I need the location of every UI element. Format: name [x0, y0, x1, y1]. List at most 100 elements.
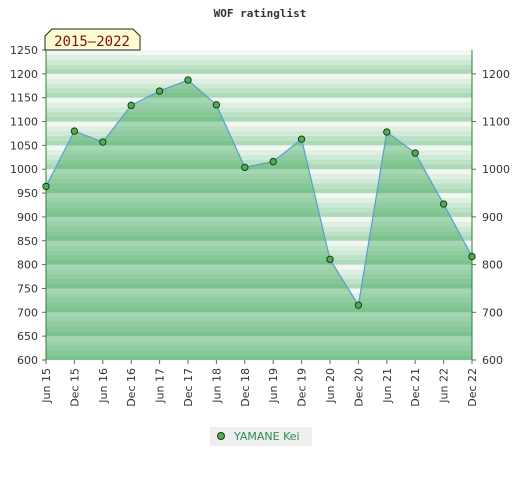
- plot-band: [46, 326, 472, 332]
- data-point: [42, 182, 50, 191]
- left-tick-label: 600: [17, 354, 38, 367]
- left-tick-label: 1200: [10, 68, 38, 81]
- x-tick-label: Jun 18: [210, 368, 223, 404]
- data-point: [212, 101, 221, 109]
- chart-title: WOF ratinglist: [214, 7, 307, 20]
- plot-band: [46, 59, 472, 65]
- right-tick-label: 800: [482, 259, 503, 272]
- left-tick-label: 700: [17, 306, 38, 319]
- plot-band: [46, 135, 472, 141]
- legend: YAMANE Kei: [210, 427, 312, 446]
- plot-band: [46, 231, 472, 236]
- plot-band: [46, 169, 472, 174]
- plot-band: [46, 221, 472, 227]
- plot-band: [46, 69, 472, 74]
- plot-band: [46, 193, 472, 198]
- right-tick-label: 900: [482, 211, 503, 224]
- left-tick-label: 1100: [10, 116, 38, 129]
- plot-band: [46, 212, 472, 217]
- plot-band: [46, 64, 472, 70]
- plot-band: [46, 50, 472, 55]
- x-tick-label: Jun 15: [40, 368, 53, 404]
- right-tick-label: 1100: [482, 116, 510, 129]
- x-tick-label: Dec 18: [239, 368, 252, 407]
- plot-band: [46, 107, 472, 112]
- plot-band: [46, 226, 472, 232]
- series-area: [46, 80, 472, 361]
- plot-band: [46, 264, 472, 270]
- data-point: [297, 135, 306, 143]
- plot-band: [46, 307, 472, 313]
- plot-band: [46, 298, 472, 303]
- data-point: [439, 200, 448, 208]
- x-tick-label: Dec 20: [352, 368, 365, 407]
- plot-band: [46, 102, 472, 108]
- plot-band: [46, 236, 472, 241]
- data-point: [468, 252, 476, 261]
- data-point: [326, 255, 334, 264]
- plot-band: [46, 216, 472, 222]
- data-point: [99, 138, 107, 146]
- legend-background: [210, 427, 312, 446]
- data-point: [411, 149, 419, 157]
- plot-band: [46, 197, 472, 203]
- left-tick-label: 850: [17, 235, 38, 248]
- plot-band: [46, 150, 472, 155]
- plot-band: [46, 302, 472, 308]
- left-tick-label: 1150: [10, 92, 38, 105]
- data-point: [269, 157, 277, 166]
- plot-band: [46, 240, 472, 246]
- x-tick-label: Jun 21: [381, 368, 394, 404]
- left-tick-label: 1050: [10, 139, 38, 152]
- plot-band: [46, 140, 472, 146]
- plot-band: [46, 97, 472, 103]
- plot-band: [46, 92, 472, 98]
- x-tick-label: Dec 19: [296, 368, 309, 407]
- plot-band: [46, 340, 472, 346]
- data-point: [70, 127, 79, 135]
- badge-shape: [44, 28, 141, 51]
- legend-marker: [217, 432, 225, 440]
- plot-band: [46, 202, 472, 208]
- left-tick-label: 900: [17, 211, 38, 224]
- data-point: [354, 301, 363, 309]
- plot-band: [46, 73, 472, 79]
- plot-band: [46, 312, 472, 318]
- left-tick-label: 750: [17, 282, 38, 295]
- plot-band: [46, 178, 472, 184]
- plot-band: [46, 88, 472, 93]
- plot-band: [46, 116, 472, 122]
- left-tick-label: 950: [17, 187, 38, 200]
- plot-band: [46, 112, 472, 117]
- x-tick-label: Dec 21: [409, 368, 422, 407]
- plot-band: [46, 255, 472, 260]
- data-point: [184, 76, 192, 84]
- x-tick-label: Jun 20: [324, 368, 337, 404]
- data-point: [155, 87, 164, 95]
- data-point: [383, 128, 391, 136]
- plot-band: [46, 83, 472, 89]
- data-point: [241, 163, 249, 172]
- plot-band: [46, 174, 472, 179]
- plot-band: [46, 154, 472, 160]
- plot-band: [46, 355, 472, 360]
- plot-background: [46, 50, 472, 360]
- x-tick-label: Jun 16: [97, 368, 110, 404]
- series-markers: [42, 76, 476, 309]
- plot-band: [46, 331, 472, 337]
- left-tick-label: 800: [17, 259, 38, 272]
- badge-text: 2015–2022: [54, 34, 130, 50]
- x-tick-label: Dec 17: [182, 368, 195, 407]
- right-tick-label: 1200: [482, 68, 510, 81]
- right-tick-label: 1000: [482, 163, 510, 176]
- plot-band: [46, 250, 472, 256]
- plot-band: [46, 317, 472, 322]
- plot-band: [46, 278, 472, 284]
- plot-band: [46, 321, 472, 327]
- x-tick-label: Dec 16: [125, 368, 138, 407]
- right-ticks: 600 700 800 900 1000 1100 1200: [472, 68, 510, 367]
- plot-band: [46, 345, 472, 351]
- left-tick-label: 650: [17, 330, 38, 343]
- x-ticks: Jun 15 Dec 15 Jun 16 Dec 16 Jun 17 Dec 17 Jun …: [40, 360, 479, 407]
- plot-band: [46, 188, 472, 194]
